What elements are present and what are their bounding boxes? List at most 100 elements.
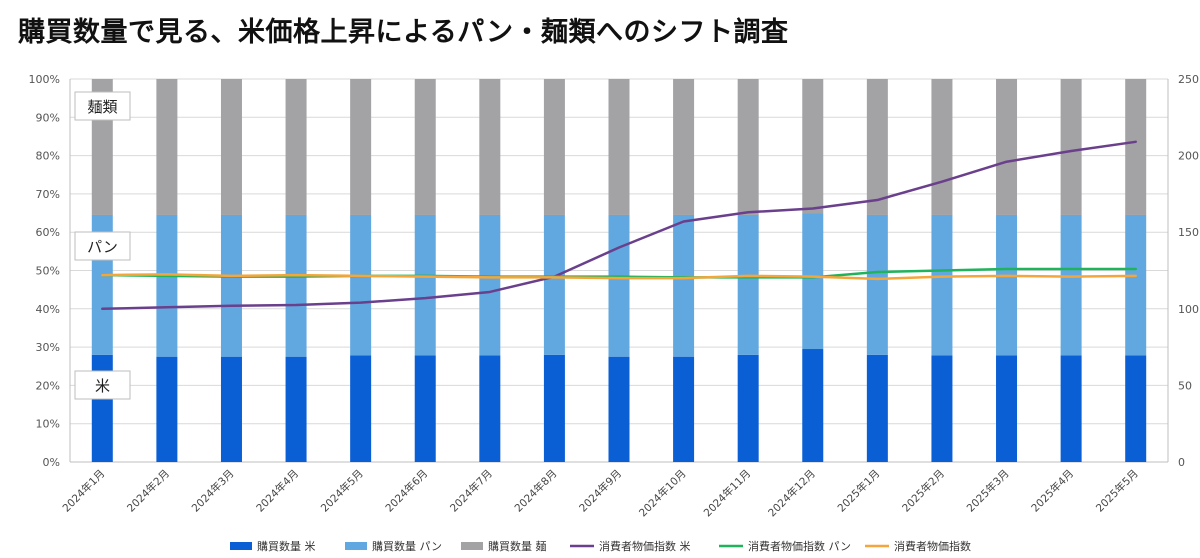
bar-noodle	[220, 79, 242, 215]
right-axis-tick: 150	[1178, 226, 1199, 239]
x-axis-label: 2025年4月	[1029, 467, 1077, 515]
bar-bread	[414, 214, 436, 356]
bar-rice	[1060, 355, 1082, 462]
left-axis-tick: 60%	[36, 226, 60, 239]
left-axis-tick: 20%	[36, 379, 60, 392]
line-layer	[101, 140, 1137, 311]
legend-label: 消費者物価指数	[894, 539, 971, 553]
legend-label: 消費者物価指数 米	[599, 539, 691, 553]
x-axis-label: 2024年5月	[318, 467, 366, 515]
x-axis-label: 2024年7月	[447, 467, 495, 515]
x-axis-label: 2025年3月	[964, 467, 1012, 515]
legend-label: 購買数量 麺	[488, 539, 547, 553]
right-axis-tick: 100	[1178, 303, 1199, 316]
x-axis-label: 2024年9月	[576, 467, 624, 515]
bar-noodle	[350, 79, 372, 215]
x-axis-label: 2024年10月	[636, 467, 688, 519]
legend: 購買数量 米 購買数量 パン 購買数量 麺 消費者物価指数 米 消費者物価指数 パン 消費…	[230, 539, 971, 553]
x-axis-label: 2025年2月	[899, 467, 947, 515]
left-axis-tick: 100%	[29, 73, 60, 86]
bar-noodle	[737, 79, 759, 215]
bar-rice	[479, 355, 501, 462]
x-axis-label: 2025年1月	[835, 467, 883, 515]
bar-bread	[220, 214, 242, 357]
x-axis-label: 2025年5月	[1093, 467, 1141, 515]
left-axis-tick: 40%	[36, 303, 60, 316]
bar-noodle	[608, 79, 630, 215]
bar-noodle	[414, 79, 436, 215]
label-rice-box	[74, 370, 131, 400]
line-cpi-bread	[101, 267, 1137, 279]
x-axis-label: 2024年8月	[512, 467, 560, 515]
bar-bread	[608, 214, 630, 357]
bar-rice	[931, 355, 953, 462]
bar-noodle	[479, 79, 501, 215]
bar-rice	[414, 355, 436, 462]
bar-bread	[802, 213, 824, 350]
bar-noodle	[543, 79, 565, 215]
bar-bread	[1125, 214, 1147, 356]
bar-bread	[737, 214, 759, 355]
bar-bread	[673, 214, 695, 357]
left-axis: 0% 10% 20% 30% 40% 50% 60% 70% 80% 90% 100%	[29, 73, 60, 469]
legend-swatch	[345, 542, 367, 550]
legend-swatch	[461, 542, 483, 550]
bar-rice	[220, 356, 242, 462]
left-axis-tick: 30%	[36, 341, 60, 354]
bar-noodle	[866, 79, 888, 215]
bar-noodle	[1125, 79, 1147, 215]
right-axis-tick: 200	[1178, 150, 1199, 163]
line-cpi-rice	[101, 140, 1137, 311]
legend-swatch	[230, 542, 252, 550]
page-title: 購買数量で見る、米価格上昇によるパン・麺類へのシフト調査	[18, 17, 789, 48]
legend-label: 購買数量 米	[257, 539, 316, 553]
x-axis: 2024年1月 2024年2月 2024年3月 2024年4月 2024年5月 2024年…	[60, 467, 1141, 519]
legend-label: 消費者物価指数 パン	[748, 539, 851, 553]
bar-bread	[350, 214, 372, 356]
left-axis-tick: 70%	[36, 188, 60, 201]
bar-bread	[156, 214, 178, 357]
left-axis-tick: 10%	[36, 418, 60, 431]
x-axis-label: 2024年4月	[254, 467, 302, 515]
x-axis-label: 2024年2月	[124, 467, 172, 515]
left-axis-tick: 90%	[36, 111, 60, 124]
bar-layer	[91, 79, 1147, 462]
x-axis-label: 2024年11月	[701, 467, 753, 519]
bar-noodle	[156, 79, 178, 215]
bar-rice	[673, 356, 695, 462]
bar-rice	[350, 355, 372, 462]
bar-noodle	[673, 79, 695, 215]
left-axis-tick: 50%	[36, 265, 60, 278]
bar-noodle	[802, 79, 824, 214]
left-axis-tick: 80%	[36, 150, 60, 163]
bar-bread	[543, 214, 565, 355]
line-cpi-all	[101, 273, 1137, 281]
bar-rice	[802, 349, 824, 462]
label-bread: パン	[87, 238, 118, 256]
bar-bread	[1060, 214, 1082, 356]
bar-bread	[479, 214, 501, 356]
bar-noodle	[996, 79, 1018, 215]
bar-rice	[866, 354, 888, 462]
bar-rice	[737, 354, 759, 462]
right-axis-tick: 250	[1178, 73, 1199, 86]
label-bread-box	[74, 231, 131, 261]
bar-rice	[1125, 355, 1147, 462]
bar-noodle	[931, 79, 953, 215]
x-axis-label: 2024年12月	[765, 467, 817, 519]
label-rice: 米	[95, 377, 110, 395]
bar-rice	[608, 356, 630, 462]
bar-rice	[285, 356, 307, 462]
label-noodle: 麺類	[87, 98, 117, 116]
bar-bread	[996, 214, 1018, 356]
bar-rice	[156, 356, 178, 462]
right-axis: 0 50 100 150 200 250	[1178, 73, 1199, 469]
bar-noodle	[1060, 79, 1082, 215]
right-axis-tick: 0	[1178, 456, 1185, 469]
legend-label: 購買数量 パン	[372, 539, 442, 553]
label-noodle-box	[74, 91, 131, 121]
bar-bread	[285, 214, 307, 357]
x-axis-label: 2024年6月	[383, 467, 431, 515]
